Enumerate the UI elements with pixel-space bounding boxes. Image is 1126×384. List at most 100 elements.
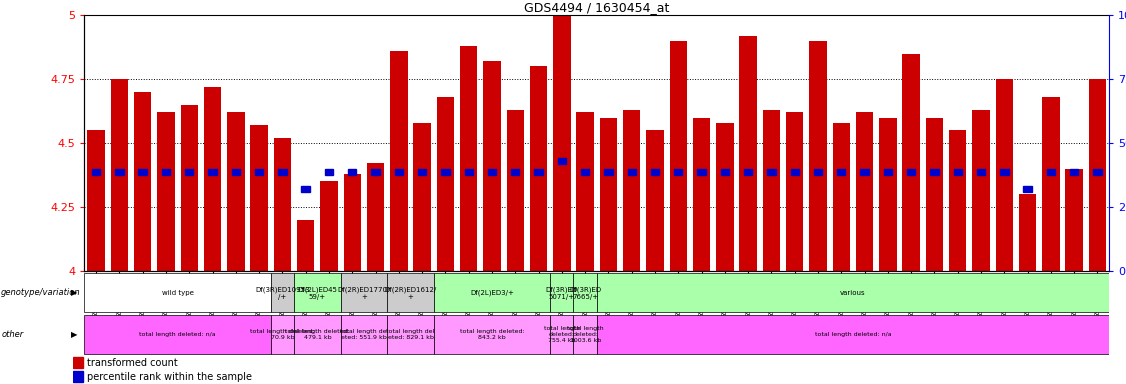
Bar xyxy=(73,371,83,382)
Bar xyxy=(138,169,146,175)
Bar xyxy=(441,169,449,175)
Bar xyxy=(879,118,896,271)
Bar xyxy=(270,273,294,312)
Bar xyxy=(88,130,105,271)
Bar xyxy=(744,169,752,175)
Text: percentile rank within the sample: percentile rank within the sample xyxy=(88,371,252,382)
Bar xyxy=(459,46,477,271)
Text: total length del
eted: 551.9 kb: total length del eted: 551.9 kb xyxy=(340,329,388,340)
Bar xyxy=(721,169,729,175)
Bar xyxy=(623,110,641,271)
Text: total length deleted:
843.2 kb: total length deleted: 843.2 kb xyxy=(459,329,525,340)
Bar xyxy=(762,110,780,271)
Bar xyxy=(551,273,573,312)
Bar xyxy=(597,273,1109,312)
Bar xyxy=(227,113,244,271)
Text: total length
deleted:
755.4 kb: total length deleted: 755.4 kb xyxy=(544,326,580,343)
Bar xyxy=(674,169,682,175)
Bar xyxy=(294,314,340,354)
Bar xyxy=(250,125,268,271)
Bar xyxy=(856,113,874,271)
Bar xyxy=(577,113,593,271)
Bar xyxy=(1019,194,1036,271)
Bar xyxy=(343,174,361,271)
Bar xyxy=(954,169,962,175)
Bar xyxy=(511,169,519,175)
Text: various: various xyxy=(840,290,866,296)
Bar xyxy=(790,169,799,175)
Bar xyxy=(597,314,1109,354)
Bar xyxy=(324,169,333,175)
Bar xyxy=(949,130,966,271)
Bar xyxy=(488,169,497,175)
Text: total length deleted: n/a: total length deleted: n/a xyxy=(140,332,216,337)
Bar xyxy=(341,273,387,312)
Bar xyxy=(902,54,920,271)
Text: Df(3R)ED
5071/+: Df(3R)ED 5071/+ xyxy=(546,286,578,300)
Bar xyxy=(367,164,384,271)
Bar xyxy=(341,314,387,354)
Bar xyxy=(716,122,734,271)
Bar xyxy=(786,113,804,271)
Bar xyxy=(832,122,850,271)
Bar xyxy=(437,97,454,271)
Bar xyxy=(180,105,198,271)
Bar xyxy=(507,110,524,271)
Bar xyxy=(254,169,263,175)
Bar xyxy=(995,79,1013,271)
Text: Df(3R)ED10953
/+: Df(3R)ED10953 /+ xyxy=(256,286,310,300)
Bar xyxy=(651,169,659,175)
Bar xyxy=(600,118,617,271)
Text: Df(2R)ED1612/
+: Df(2R)ED1612/ + xyxy=(384,286,437,300)
Bar xyxy=(483,61,501,271)
Bar xyxy=(348,169,357,175)
Bar xyxy=(884,169,892,175)
Text: transformed count: transformed count xyxy=(88,358,178,368)
Text: total length del
eted: 829.1 kb: total length del eted: 829.1 kb xyxy=(386,329,435,340)
Text: total length deleted:
479.1 kb: total length deleted: 479.1 kb xyxy=(285,329,350,340)
Bar xyxy=(670,41,687,271)
Bar xyxy=(1024,186,1031,192)
Bar xyxy=(115,169,124,175)
Bar xyxy=(434,314,551,354)
Bar xyxy=(1065,169,1083,271)
Text: Df(2L)ED3/+: Df(2L)ED3/+ xyxy=(470,290,513,296)
Bar xyxy=(553,15,571,271)
Bar xyxy=(906,169,915,175)
Bar xyxy=(930,169,939,175)
Bar xyxy=(185,169,194,175)
Bar xyxy=(697,169,706,175)
Bar xyxy=(320,181,338,271)
Bar xyxy=(434,273,551,312)
Text: total length deleted:
70.9 kb: total length deleted: 70.9 kb xyxy=(250,329,314,340)
Bar xyxy=(270,314,294,354)
Bar xyxy=(84,314,270,354)
Bar xyxy=(297,220,314,271)
Bar xyxy=(535,169,543,175)
Bar xyxy=(84,273,270,312)
Bar xyxy=(814,169,822,175)
Bar xyxy=(1043,97,1060,271)
Text: genotype/variation: genotype/variation xyxy=(1,288,81,298)
Bar xyxy=(204,87,222,271)
Bar xyxy=(394,169,403,175)
Bar xyxy=(302,186,310,192)
Bar xyxy=(162,169,170,175)
Bar xyxy=(581,169,589,175)
Bar xyxy=(926,118,944,271)
Bar xyxy=(1070,169,1079,175)
Text: other: other xyxy=(1,330,24,339)
Bar xyxy=(646,130,663,271)
Bar xyxy=(232,169,240,175)
Text: Df(2R)ED1770/
+: Df(2R)ED1770/ + xyxy=(338,286,390,300)
Text: Df(2L)ED45
59/+: Df(2L)ED45 59/+ xyxy=(297,286,338,300)
Bar xyxy=(387,273,434,312)
Bar xyxy=(767,169,776,175)
Bar xyxy=(418,169,427,175)
Bar xyxy=(627,169,636,175)
Bar xyxy=(110,79,128,271)
Bar xyxy=(158,113,175,271)
Bar xyxy=(573,314,597,354)
Bar xyxy=(1093,169,1101,175)
Bar xyxy=(837,169,846,175)
